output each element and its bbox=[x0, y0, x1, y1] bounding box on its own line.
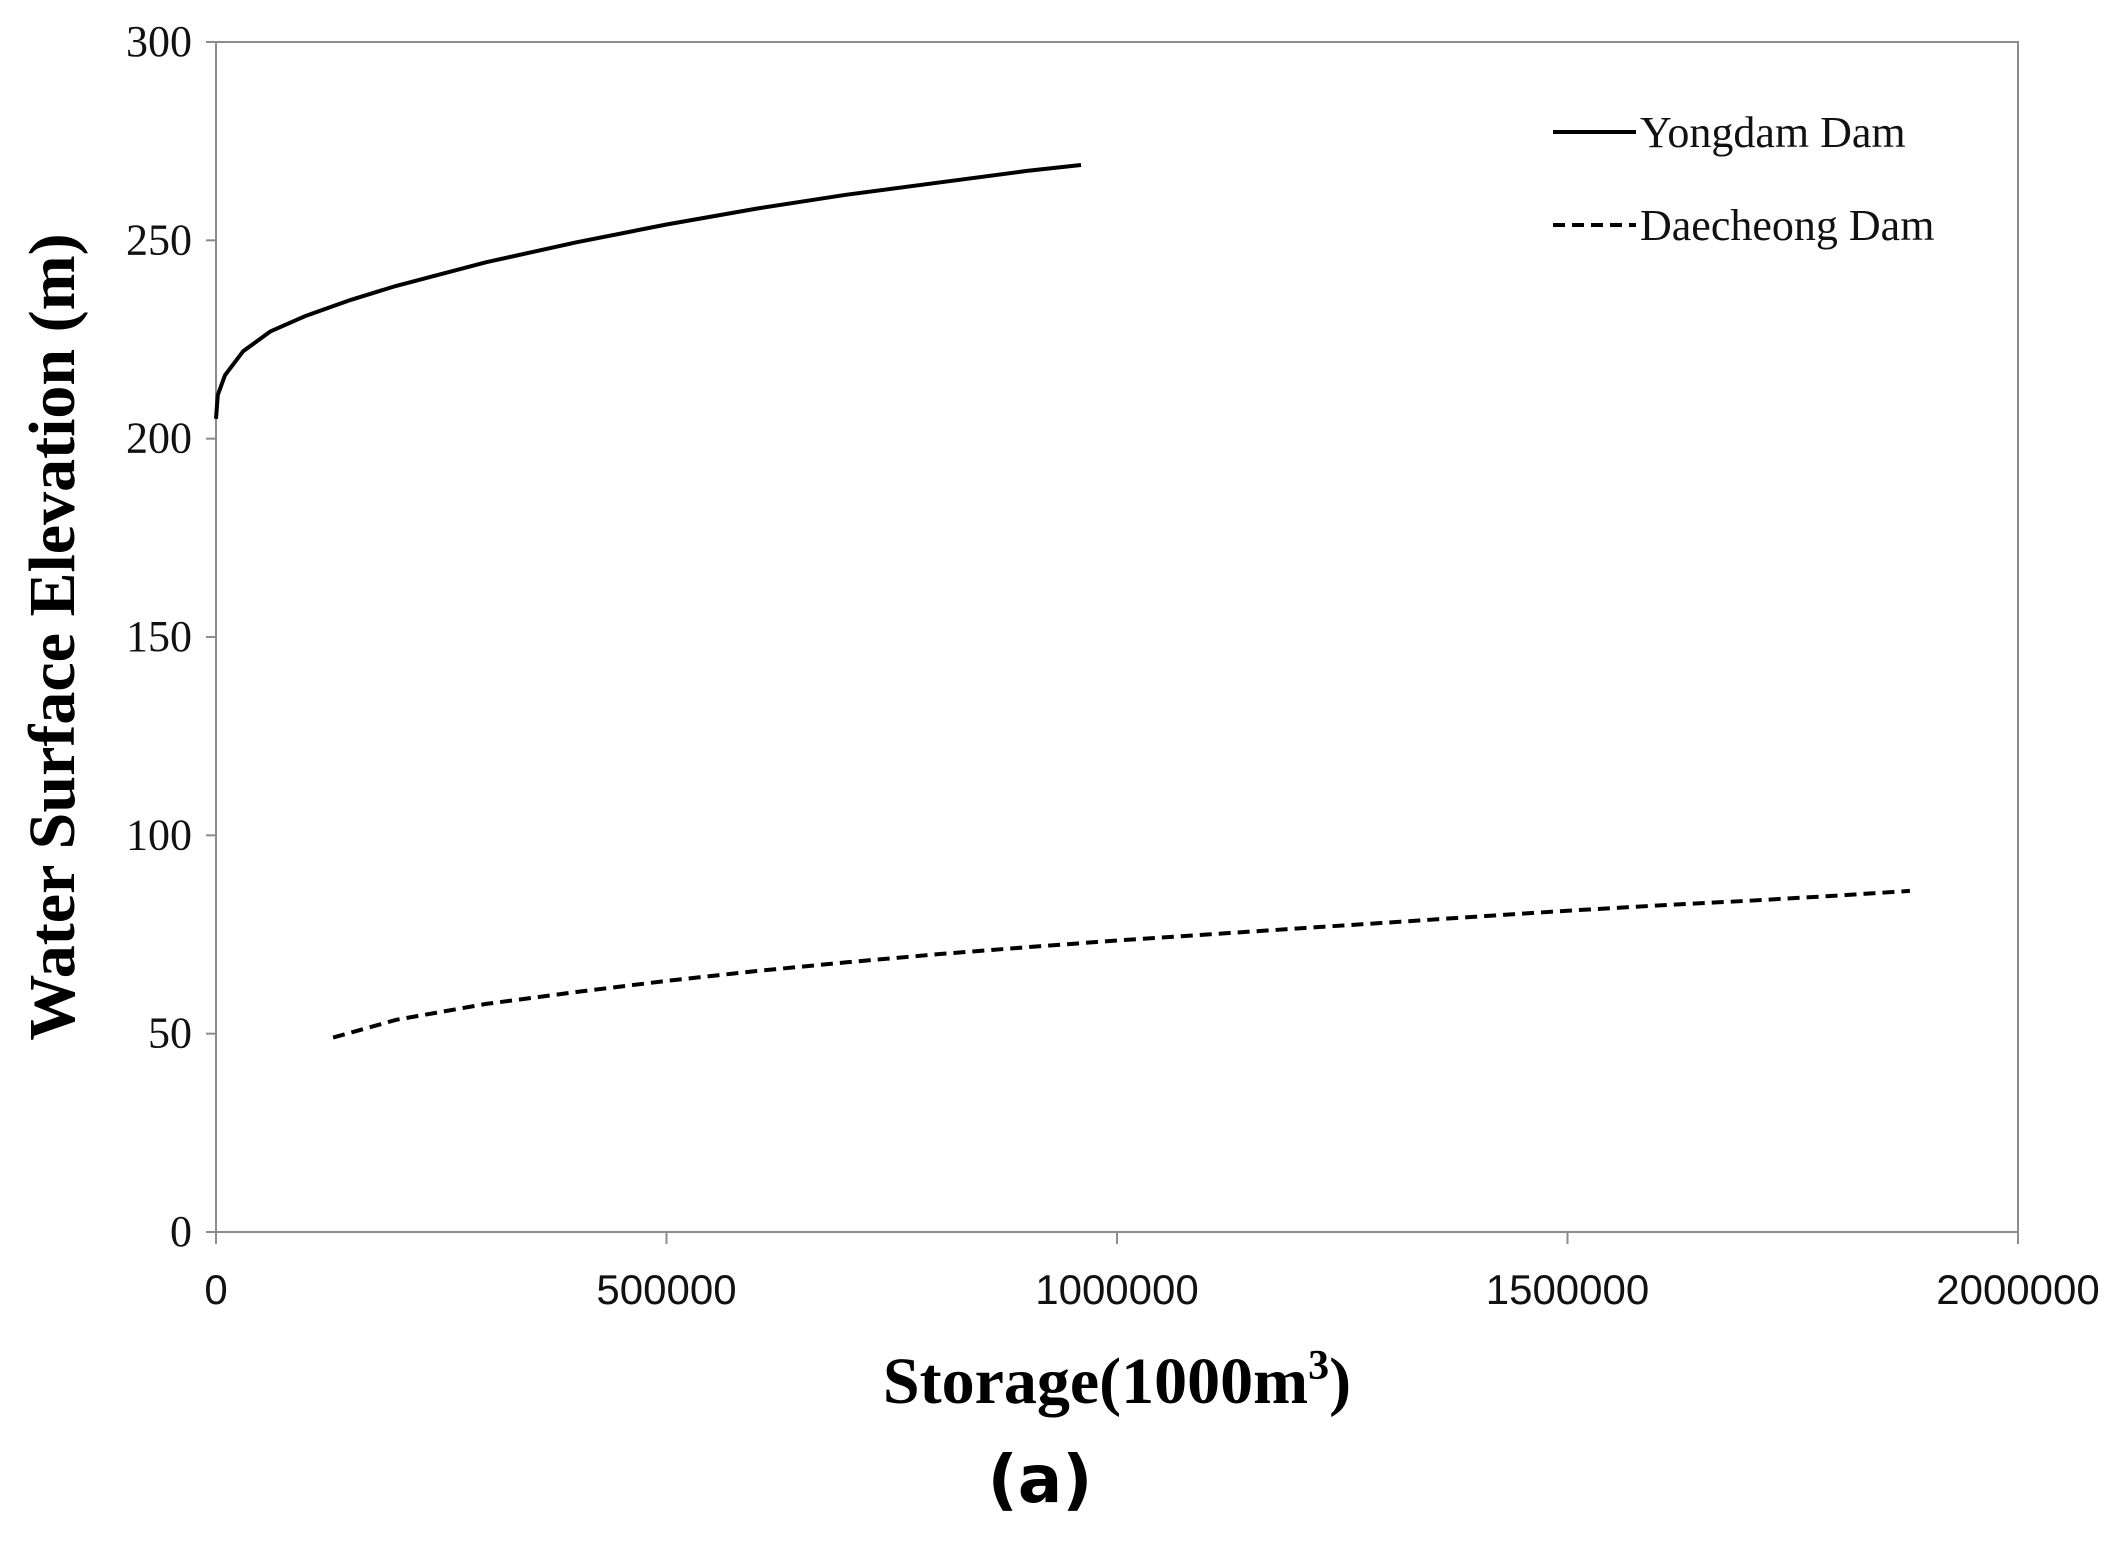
legend-label-daecheong: Daecheong Dam bbox=[1640, 201, 1934, 250]
y-tick-label: 250 bbox=[126, 215, 192, 264]
y-axis-title: Water Surface Elevation (m) bbox=[16, 233, 89, 1040]
legend-label-yongdam: Yongdam Dam bbox=[1640, 108, 1906, 157]
x-axis-title-main: Storage(1000m bbox=[883, 1345, 1308, 1418]
x-axis: 0 500000 1000000 1500000 2000000 bbox=[204, 1232, 2100, 1313]
series-line-yongdam bbox=[214, 163, 1082, 419]
y-tick-label: 50 bbox=[148, 1009, 192, 1058]
x-axis-title: Storage(1000m3) bbox=[883, 1343, 1351, 1418]
x-axis-title-sup: 3 bbox=[1308, 1343, 1329, 1389]
y-tick-label: 300 bbox=[126, 17, 192, 66]
y-tick-label: 200 bbox=[126, 414, 192, 463]
y-axis: 0 50 100 150 200 250 300 bbox=[126, 17, 216, 1256]
x-tick-label: 0 bbox=[204, 1266, 227, 1313]
y-tick-label: 150 bbox=[126, 612, 192, 661]
x-axis-title-end: ) bbox=[1329, 1345, 1351, 1418]
x-tick-label: 500000 bbox=[596, 1266, 736, 1313]
x-tick-label: 1000000 bbox=[1035, 1266, 1199, 1313]
legend: Yongdam Dam Daecheong Dam bbox=[1553, 108, 1934, 250]
panel-label: (a) bbox=[988, 1441, 1093, 1518]
y-tick-label: 0 bbox=[170, 1207, 192, 1256]
x-tick-label: 2000000 bbox=[1936, 1266, 2100, 1313]
series-line-daecheong bbox=[332, 888, 1911, 1040]
series-layer bbox=[214, 163, 1911, 1040]
y-tick-label: 100 bbox=[126, 810, 192, 859]
x-tick-label: 1500000 bbox=[1486, 1266, 1650, 1313]
